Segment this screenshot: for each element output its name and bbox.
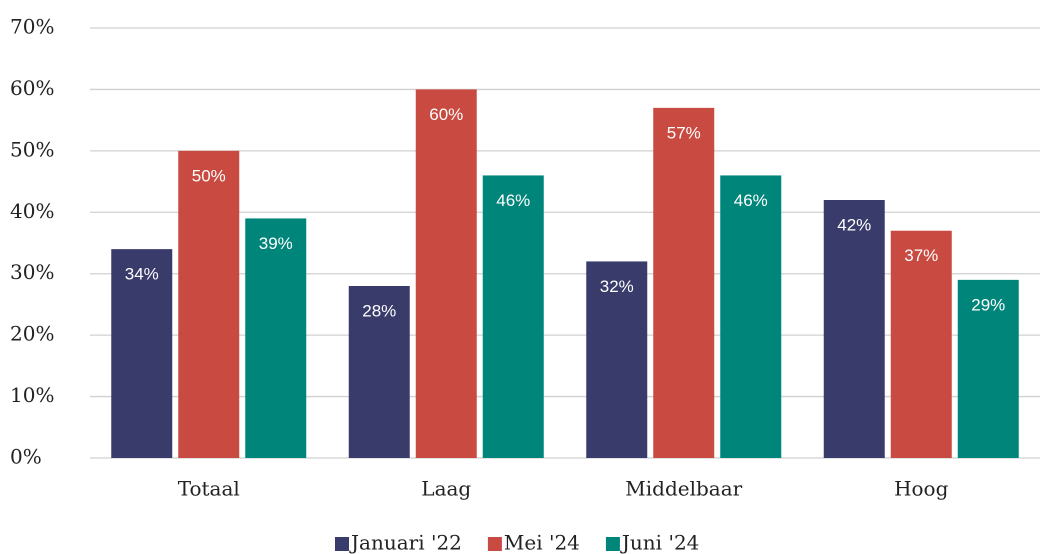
- data-label: 57%: [667, 123, 701, 142]
- y-tick-label: 40%: [10, 199, 54, 223]
- y-tick-label: 50%: [10, 137, 54, 161]
- x-tick-label: Totaal: [178, 477, 240, 501]
- bar: [415, 89, 477, 458]
- bar: [586, 261, 648, 458]
- bar: [957, 279, 1019, 458]
- y-tick-label: 70%: [10, 15, 54, 39]
- data-label: 42%: [837, 215, 871, 234]
- data-label: 46%: [734, 191, 768, 210]
- data-label: 50%: [192, 166, 226, 185]
- bar: [111, 249, 173, 458]
- legend-label: Mei '24: [504, 531, 580, 554]
- y-tick-label: 20%: [10, 322, 54, 346]
- data-label: 29%: [971, 295, 1005, 314]
- legend-swatch: [335, 537, 349, 551]
- bar: [823, 200, 885, 458]
- y-tick-label: 60%: [10, 76, 54, 100]
- legend-label: Juni '24: [620, 531, 699, 554]
- x-tick-label: Middelbaar: [625, 477, 742, 501]
- data-label: 60%: [429, 105, 463, 124]
- y-tick-label: 30%: [10, 260, 54, 284]
- data-label: 46%: [496, 191, 530, 210]
- bar: [245, 218, 307, 458]
- data-label: 34%: [125, 265, 159, 284]
- legend-swatch: [487, 537, 502, 551]
- bar: [482, 175, 544, 458]
- bar: [653, 107, 715, 458]
- bar: [348, 286, 410, 458]
- x-tick-label: Hoog: [894, 477, 949, 501]
- data-label: 39%: [259, 234, 293, 253]
- x-tick-label: Laag: [421, 477, 471, 501]
- legend-swatch: [605, 537, 620, 551]
- legend-label: Januari '22: [349, 531, 462, 554]
- data-label: 28%: [362, 301, 396, 320]
- y-tick-label: 10%: [10, 383, 54, 407]
- y-tick-label: 0%: [10, 445, 42, 469]
- bar: [720, 175, 782, 458]
- data-label: 32%: [600, 277, 634, 296]
- bar: [890, 230, 952, 458]
- data-label: 37%: [904, 246, 938, 265]
- bar: [178, 150, 240, 458]
